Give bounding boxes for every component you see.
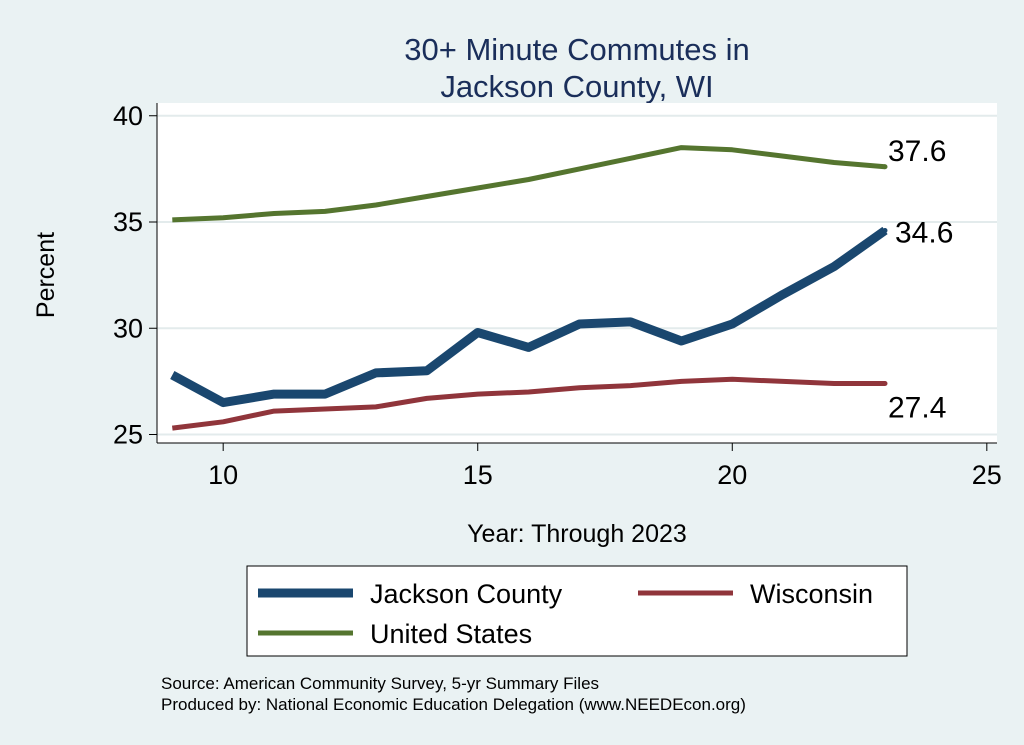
series-endpoint-united-states xyxy=(882,164,888,170)
x-axis-ticks: 10 15 20 25 xyxy=(208,443,1002,490)
x-tick-label: 25 xyxy=(972,460,1002,490)
end-label-jackson-county: 34.6 xyxy=(895,217,953,250)
end-labels: 34.6 27.4 37.6 xyxy=(888,135,953,425)
legend: Jackson County Wisconsin United States xyxy=(246,565,908,657)
y-tick-label: 25 xyxy=(113,420,143,450)
source-line-2: Produced by: National Economic Education… xyxy=(161,695,746,714)
series-line-wisconsin xyxy=(171,376,885,431)
y-axis-label: Percent xyxy=(32,232,60,318)
legend-label-wisconsin: Wisconsin xyxy=(750,579,873,609)
x-tick-label: 20 xyxy=(717,460,747,490)
end-label-wisconsin: 27.4 xyxy=(888,392,946,425)
series-endpoint-wisconsin xyxy=(882,381,888,386)
y-tick-label: 30 xyxy=(113,313,143,343)
series-lines xyxy=(170,145,888,431)
x-tick-label: 15 xyxy=(463,460,493,490)
y-tick-label: 35 xyxy=(113,207,143,237)
legend-label-jackson-county: Jackson County xyxy=(370,579,563,609)
series-endpoint-jackson-county xyxy=(882,228,888,233)
legend-box xyxy=(246,565,908,657)
y-axis-ticks: 25 30 35 40 xyxy=(113,101,157,450)
x-tick-label: 10 xyxy=(208,460,238,490)
chart-title-line-1: 30+ Minute Commutes in xyxy=(404,32,749,67)
y-tick-label: 40 xyxy=(113,101,143,131)
legend-label-united-states: United States xyxy=(370,619,532,649)
series-line-jackson-county xyxy=(170,226,888,408)
series-line-united-states xyxy=(172,145,886,223)
chart-title-line-2: Jackson County, WI xyxy=(440,69,713,104)
source-line-1: Source: American Community Survey, 5-yr … xyxy=(161,674,599,693)
end-label-united-states: 37.6 xyxy=(888,135,946,168)
x-axis-label: Year: Through 2023 xyxy=(467,520,687,548)
